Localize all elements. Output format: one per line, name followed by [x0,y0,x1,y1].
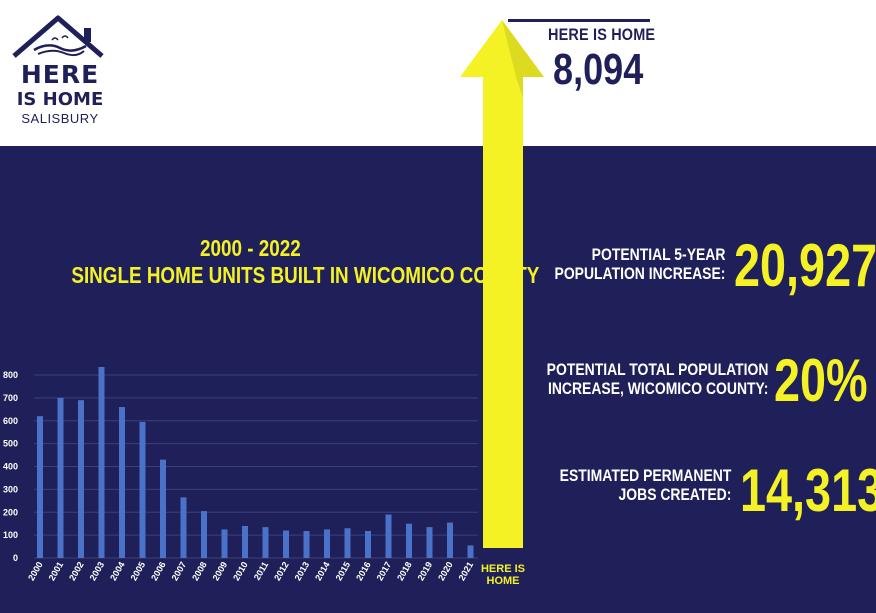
x-tick-label-2006: 2006 [149,560,168,582]
stat-total-increase-value: 20% [774,347,868,414]
bar-2000 [37,416,43,558]
x-tick-label-2007: 2007 [170,560,189,582]
x-tick-label-2003: 2003 [88,560,107,582]
bar-2002 [78,400,84,558]
here-is-home-logo: HERE IS HOME SALISBURY [8,14,112,128]
bar-2014 [324,529,330,558]
x-tick-label-2000: 2000 [26,560,45,582]
logo-here-text: HERE [20,60,100,89]
x-tick-label-2014: 2014 [313,560,332,582]
arrow-shape [460,20,544,548]
bar-2018 [406,523,412,558]
top-stat-value: 8,094 [553,45,644,94]
chart-title-years: 2000 - 2022 [199,235,301,261]
stat-population-increase-value: 20,927 [734,232,876,299]
arrow-icon [460,20,544,548]
top-stat-rule [508,19,650,22]
bar-2006 [160,459,166,558]
x-tick-label-2021: 2021 [457,560,476,582]
stat-jobs-value: 14,313 [740,457,876,524]
y-tick-label: 500 [3,439,18,449]
bar-2005 [139,421,146,558]
bar-2008 [201,511,207,558]
y-tick-label: 400 [3,462,18,472]
bar-2016 [365,531,371,558]
y-tick-label: 300 [3,484,18,494]
y-tick-label: 0 [13,553,18,563]
bar-2001 [57,397,64,558]
bar-2009 [221,529,228,558]
x-tick-label-2004: 2004 [108,560,127,582]
y-tick-label: 100 [3,530,18,540]
y-tick-label: 600 [3,416,18,426]
x-tick-label-2013: 2013 [293,560,312,582]
x-tick-label-2012: 2012 [272,560,291,582]
chart-x-tick-labels: 2000 2001 2002 2003 2004 2005 2006 2007 2008 2009… [26,560,525,587]
x-tick-label-2005: 2005 [129,560,148,582]
x-tick-label-2010: 2010 [231,560,250,582]
x-tick-label-2011: 2011 [252,560,270,582]
bar-2010 [242,525,248,558]
y-tick-label: 800 [3,370,18,380]
bar-2019 [426,527,433,558]
bar-2020 [447,522,453,558]
bar-2004 [119,407,125,558]
x-tick-label-2002: 2002 [67,560,86,582]
y-tick-label: 200 [3,507,18,517]
x-tick-label-2019: 2019 [416,560,435,582]
y-tick-label: 700 [3,393,18,403]
logo-ishome-text: IS HOME [16,89,104,110]
bar-2017 [385,514,392,558]
bar-2013 [303,531,310,558]
chart-y-tick-labels: 0 100 200 300 400 500 600 700 800 [3,370,18,563]
stat-population-increase-label: POTENTIAL 5-YEAR POPULATION INCREASE: [554,245,725,283]
x-tick-label-2017: 2017 [375,560,394,582]
bar-2003 [98,366,105,558]
bar-2015 [344,528,351,558]
bar-2012 [283,530,289,558]
x-tick-label-2009: 2009 [211,560,230,582]
arrow-category-label: HOME [487,575,520,587]
chart-title-main: SINGLE HOME UNITS BUILT IN WICOMICO COUN… [71,262,540,288]
chart-bars [37,366,474,558]
logo-city-text: SALISBURY [21,111,99,126]
x-tick-label-2018: 2018 [395,560,414,582]
x-tick-label-2001: 2001 [47,560,66,582]
stat-jobs-label: ESTIMATED PERMANENT JOBS CREATED: [559,466,731,504]
arrow-category-label: HERE IS [481,563,525,575]
bar-2011 [262,527,269,558]
top-stat-label: HERE IS HOME [548,25,656,44]
house-roof-icon [12,15,104,58]
arrow-shade [502,20,544,98]
chart-gridlines [34,374,478,559]
x-tick-label-2016: 2016 [354,560,373,582]
bar-2021 [467,545,474,558]
x-tick-label-2020: 2020 [436,560,455,582]
bar-2007 [180,497,187,558]
stat-total-increase-label: POTENTIAL TOTAL POPULATION INCREASE, WICO… [546,360,768,398]
x-tick-label-2008: 2008 [190,560,209,582]
x-tick-label-2015: 2015 [334,560,353,582]
